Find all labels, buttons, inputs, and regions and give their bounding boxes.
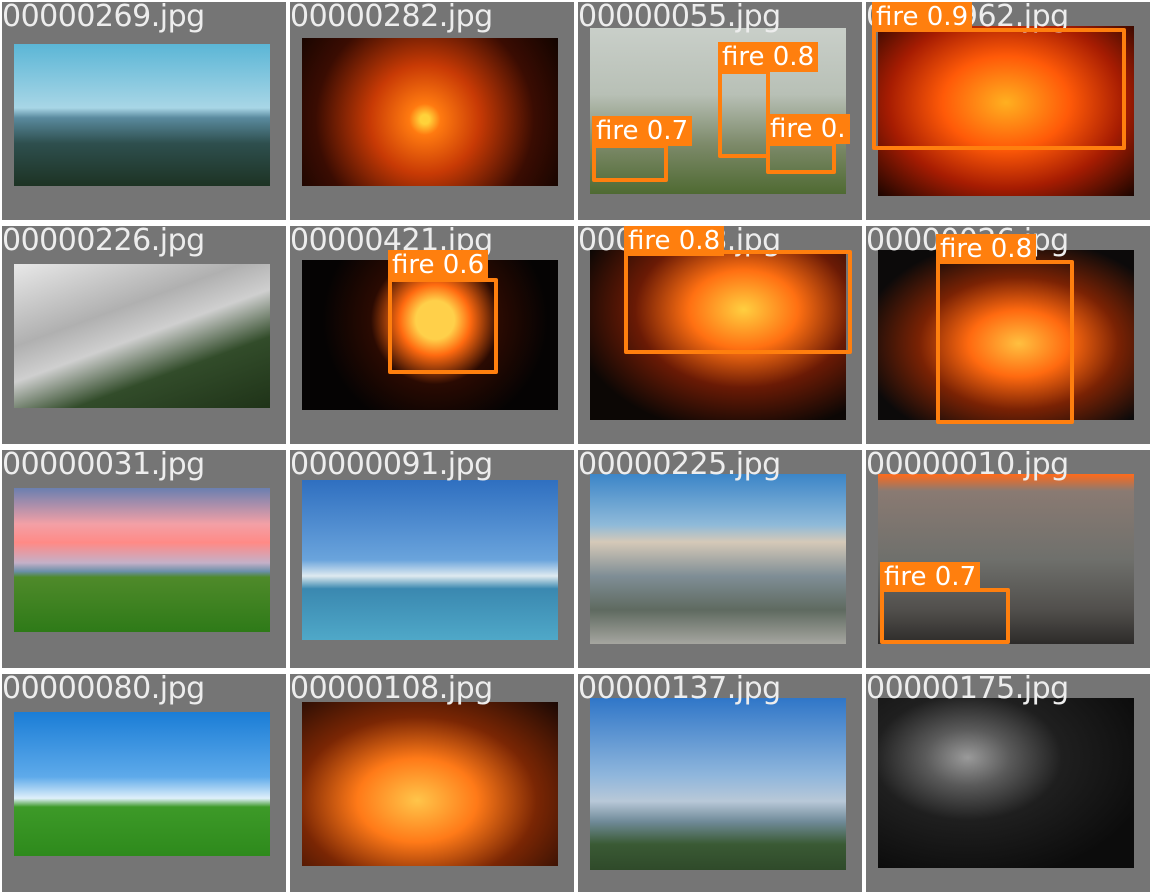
cell-photo xyxy=(590,698,846,870)
cell-photo xyxy=(878,26,1134,196)
cell-filename: 00000010.jpg xyxy=(866,450,1069,482)
cell-photo xyxy=(878,698,1134,868)
cell-photo xyxy=(302,702,558,866)
grid-cell[interactable]: 00000108.jpg xyxy=(290,674,574,892)
detection-box xyxy=(624,250,852,354)
cell-filename: 00000282.jpg xyxy=(290,2,493,34)
grid-cell[interactable]: 00000026.jpg fire 0.8 xyxy=(866,226,1150,444)
detection-label: fire 0.8 xyxy=(718,42,819,72)
detection-label: fire 0.8 xyxy=(624,226,725,256)
detection-label: fire 0.9 xyxy=(872,2,973,32)
cell-filename: 00000226.jpg xyxy=(2,226,205,258)
grid-cell[interactable]: 00000282.jpg xyxy=(290,2,574,220)
grid-cell[interactable]: 00000225.jpg xyxy=(578,450,862,668)
cell-filename: 00000108.jpg xyxy=(290,674,493,706)
grid-cell[interactable]: 00000962.jpg fire 0.9 xyxy=(866,2,1150,220)
grid-cell[interactable]: 00000226.jpg xyxy=(2,226,286,444)
grid-cell[interactable]: 00000010.jpg fire 0.7 xyxy=(866,450,1150,668)
cell-photo xyxy=(302,260,558,410)
detection-box xyxy=(880,588,1010,644)
detection-label: fire 0.6 xyxy=(388,250,489,280)
cell-filename: 00000225.jpg xyxy=(578,450,781,482)
grid-cell[interactable]: 00000080.jpg xyxy=(2,674,286,892)
detection-label: fire 0.7 xyxy=(880,562,981,592)
cell-photo xyxy=(14,264,270,408)
detection-box xyxy=(872,28,1126,150)
cell-photo xyxy=(878,250,1134,420)
cell-photo xyxy=(14,712,270,856)
cell-photo xyxy=(302,38,558,186)
grid-cell[interactable]: 00000208.jpg fire 0.8 xyxy=(578,226,862,444)
cell-photo xyxy=(14,488,270,632)
cell-filename: 00000031.jpg xyxy=(2,450,205,482)
cell-filename: 00000269.jpg xyxy=(2,2,205,34)
cell-photo xyxy=(302,480,558,640)
grid-cell[interactable]: 00000269.jpg xyxy=(2,2,286,220)
cell-filename: 00000055.jpg xyxy=(578,2,781,34)
detection-box xyxy=(766,142,836,174)
detection-label: fire 0.7 xyxy=(592,116,693,146)
cell-filename: 00000080.jpg xyxy=(2,674,205,706)
cell-filename: 00000175.jpg xyxy=(866,674,1069,706)
detection-box xyxy=(592,144,668,182)
grid-cell[interactable]: 00000031.jpg xyxy=(2,450,286,668)
grid-cell[interactable]: 00000137.jpg xyxy=(578,674,862,892)
grid-cell[interactable]: 00000175.jpg xyxy=(866,674,1150,892)
cell-photo xyxy=(14,44,270,186)
cell-photo xyxy=(590,250,846,420)
detection-label: fire 0.8 xyxy=(936,234,1037,264)
cell-filename: 00000091.jpg xyxy=(290,450,493,482)
detection-box xyxy=(718,70,770,158)
detection-label: fire 0. xyxy=(766,114,850,144)
grid-cell[interactable]: 00000055.jpg fire 0.8 fire 0.7 fire 0. xyxy=(578,2,862,220)
detection-box xyxy=(388,278,498,374)
grid-cell[interactable]: 00000091.jpg xyxy=(290,450,574,668)
grid-cell[interactable]: 00000421.jpg fire 0.6 xyxy=(290,226,574,444)
detection-box xyxy=(936,260,1074,424)
cell-filename: 00000137.jpg xyxy=(578,674,781,706)
cell-photo xyxy=(590,474,846,644)
